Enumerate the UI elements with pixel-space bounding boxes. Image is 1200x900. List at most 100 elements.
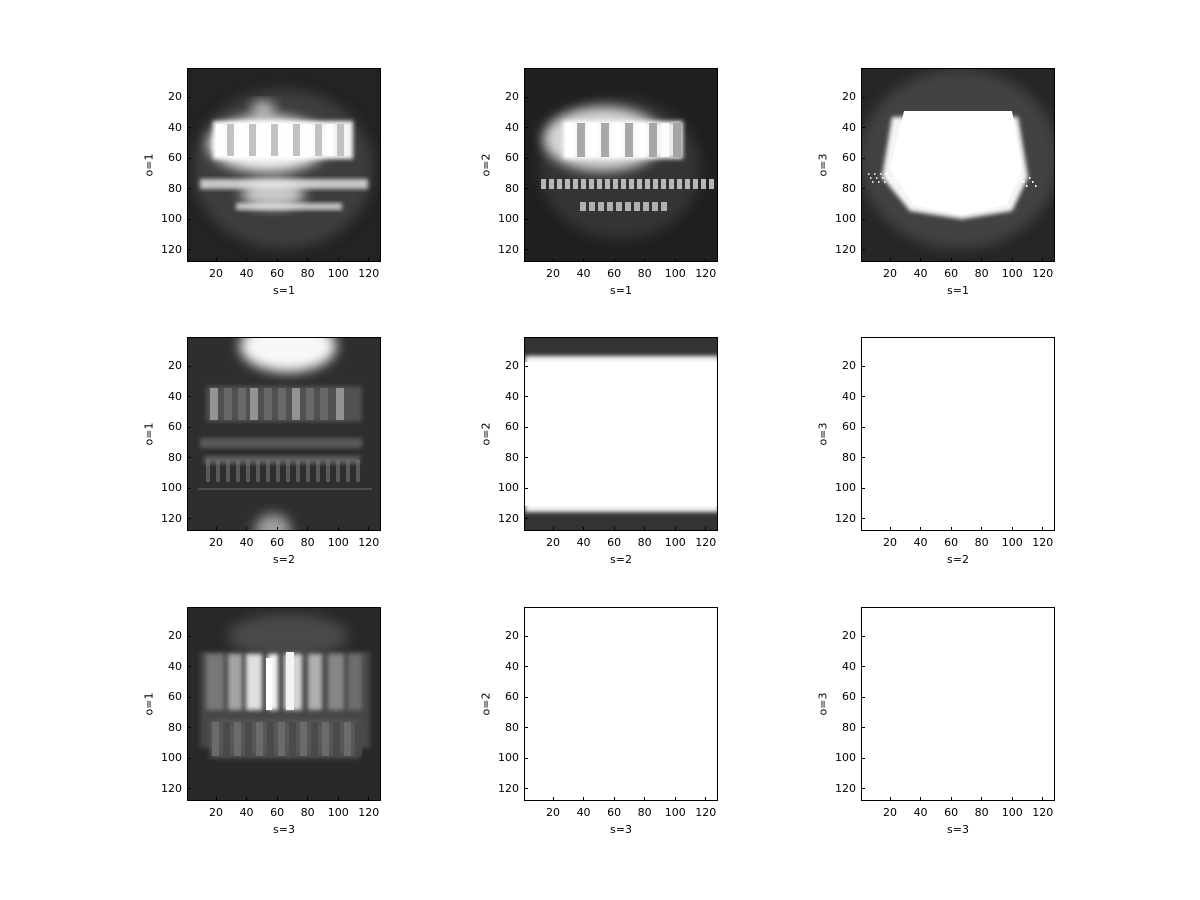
x-tick-label: 40 — [576, 536, 591, 549]
x-tick-label: 80 — [974, 806, 989, 819]
x-tick-label: 60 — [944, 806, 959, 819]
y-tick-label: 40 — [842, 389, 856, 403]
y-tick-mark — [524, 96, 528, 98]
y-tick-label: 80 — [168, 181, 182, 195]
y-tick-mark — [187, 365, 191, 367]
x-tick-mark — [246, 258, 248, 262]
x-tick-mark — [368, 258, 370, 262]
y-tick-mark — [187, 157, 191, 159]
y-tick-mark — [861, 727, 865, 729]
x-tick-mark — [1042, 527, 1044, 531]
x-tick-mark — [950, 258, 952, 262]
x-tick-mark — [583, 797, 585, 801]
y-tick-mark — [524, 727, 528, 729]
y-tick-label: 20 — [505, 90, 519, 104]
heatmap-image-9 — [862, 608, 1054, 800]
y-tick-mark — [524, 788, 528, 790]
y-tick-mark — [187, 396, 191, 398]
y-tick-mark — [187, 457, 191, 459]
x-tick-mark — [889, 527, 891, 531]
heatmap-image-2 — [525, 69, 717, 261]
x-tick-label: 40 — [239, 806, 254, 819]
x-tick-mark — [920, 527, 922, 531]
x-tick-label: 120 — [695, 267, 717, 280]
x-tick-label: 120 — [695, 806, 717, 819]
y-tick-mark — [861, 96, 865, 98]
y-axis-label: o=3 — [816, 153, 830, 177]
y-axis-label: o=1 — [142, 422, 156, 446]
y-tick-mark — [187, 788, 191, 790]
y-tick-mark — [187, 96, 191, 98]
heatmap-panel-1 — [187, 68, 381, 262]
heatmap-image-7 — [188, 608, 380, 800]
y-tick-label: 60 — [168, 151, 182, 165]
x-tick-mark — [1011, 527, 1013, 531]
x-tick-label: 60 — [270, 536, 285, 549]
heatmap-image-1 — [188, 69, 380, 261]
y-tick-label: 40 — [842, 120, 856, 134]
y-tick-mark — [524, 635, 528, 637]
heatmap-panel-3 — [861, 68, 1055, 262]
x-tick-mark — [644, 258, 646, 262]
y-tick-mark — [187, 127, 191, 129]
y-tick-mark — [861, 396, 865, 398]
x-tick-label: 120 — [358, 806, 380, 819]
x-tick-mark — [307, 797, 309, 801]
y-tick-mark — [524, 127, 528, 129]
y-tick-label: 20 — [842, 90, 856, 104]
x-tick-label: 120 — [1032, 267, 1054, 280]
heatmap-panel-7 — [187, 607, 381, 801]
x-tick-label: 120 — [358, 536, 380, 549]
x-tick-label: 80 — [300, 806, 315, 819]
x-tick-mark — [552, 797, 554, 801]
y-tick-label: 100 — [835, 481, 856, 495]
y-axis-label: o=3 — [816, 692, 830, 716]
y-tick-label: 100 — [161, 481, 182, 495]
x-tick-label: 20 — [546, 806, 561, 819]
x-tick-mark — [337, 258, 339, 262]
x-tick-label: 40 — [239, 267, 254, 280]
y-tick-mark — [187, 218, 191, 220]
y-tick-label: 80 — [168, 720, 182, 734]
x-tick-mark — [705, 797, 707, 801]
y-tick-mark — [524, 426, 528, 428]
y-axis-label: o=1 — [142, 153, 156, 177]
y-tick-label: 20 — [168, 629, 182, 643]
x-tick-mark — [1042, 258, 1044, 262]
x-tick-label: 20 — [883, 267, 898, 280]
y-tick-label: 80 — [842, 181, 856, 195]
y-tick-mark — [524, 487, 528, 489]
y-tick-label: 40 — [505, 120, 519, 134]
x-tick-label: 40 — [913, 806, 928, 819]
y-axis-label: o=1 — [142, 692, 156, 716]
y-tick-mark — [861, 518, 865, 520]
x-tick-label: 60 — [944, 536, 959, 549]
y-tick-label: 60 — [842, 690, 856, 704]
x-tick-label: 40 — [913, 536, 928, 549]
x-tick-label: 100 — [664, 267, 686, 280]
x-tick-mark — [1011, 797, 1013, 801]
y-tick-mark — [861, 188, 865, 190]
y-tick-mark — [187, 635, 191, 637]
y-tick-label: 20 — [168, 90, 182, 104]
x-tick-label: 120 — [695, 536, 717, 549]
x-tick-mark — [981, 258, 983, 262]
x-tick-label: 100 — [664, 806, 686, 819]
x-axis-label: s=2 — [273, 553, 295, 566]
x-tick-mark — [368, 527, 370, 531]
x-tick-label: 60 — [270, 806, 285, 819]
y-tick-label: 40 — [168, 659, 182, 673]
x-tick-mark — [950, 527, 952, 531]
y-tick-label: 80 — [505, 181, 519, 195]
y-tick-label: 80 — [168, 450, 182, 464]
y-tick-label: 120 — [498, 781, 519, 795]
y-tick-mark — [524, 249, 528, 251]
y-tick-label: 40 — [168, 120, 182, 134]
heatmap-panel-6 — [861, 337, 1055, 531]
y-tick-mark — [524, 157, 528, 159]
y-tick-label: 120 — [835, 511, 856, 525]
heatmap-panel-9 — [861, 607, 1055, 801]
y-tick-label: 80 — [842, 450, 856, 464]
x-axis-label: s=1 — [273, 284, 295, 297]
